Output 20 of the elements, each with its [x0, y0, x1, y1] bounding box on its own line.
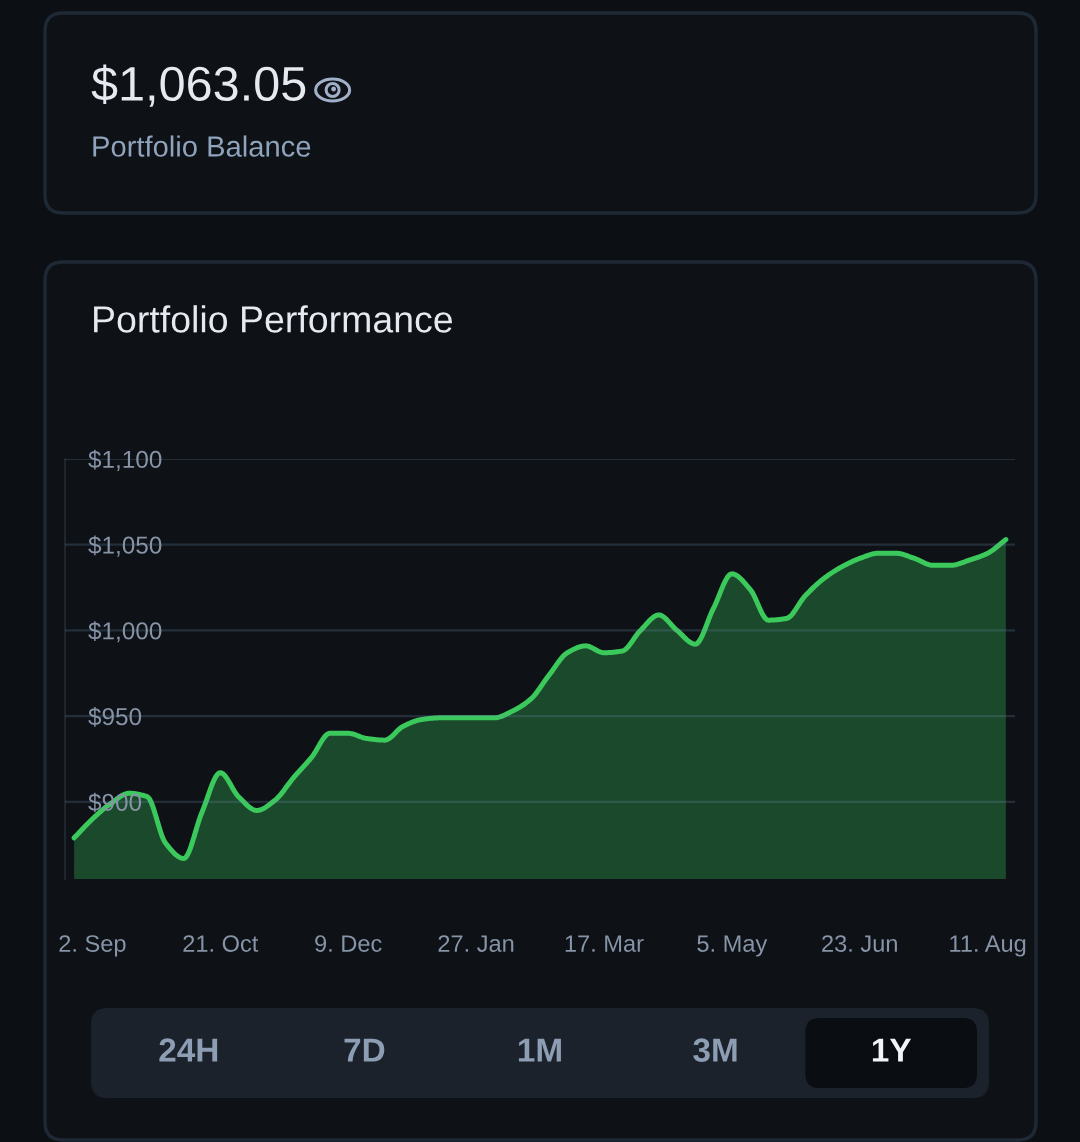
- x-tick-label: 2. Sep: [59, 935, 126, 957]
- x-tick-label: 9. Dec: [315, 935, 382, 952]
- text: Portfolio Balance: [93, 135, 311, 157]
- text: 3M: [693, 1038, 737, 1062]
- x-tick-label: 27. Jan: [438, 935, 514, 952]
- x-tick-label: 17. Mar: [565, 935, 644, 952]
- text: 1M: [518, 1038, 561, 1062]
- y-tick-label: $1,050: [88, 535, 162, 557]
- y-tick-label: $1,100: [88, 449, 162, 471]
- chart-title: Portfolio Performance: [94, 305, 452, 333]
- x-tick-label: 23. Jun: [822, 935, 897, 952]
- y-tick-label: $1,000: [88, 621, 162, 643]
- x-tick-label: 5. May: [697, 935, 768, 957]
- x-tick-label: 21. Oct: [183, 935, 259, 952]
- text: 1Y: [872, 1038, 912, 1062]
- text: 24H: [159, 1038, 218, 1062]
- text: $1,063.05: [91, 64, 306, 107]
- text: 7D: [344, 1038, 385, 1062]
- y-tick-label: $950: [88, 706, 142, 727]
- x-tick-label: 11. Aug: [950, 935, 1026, 957]
